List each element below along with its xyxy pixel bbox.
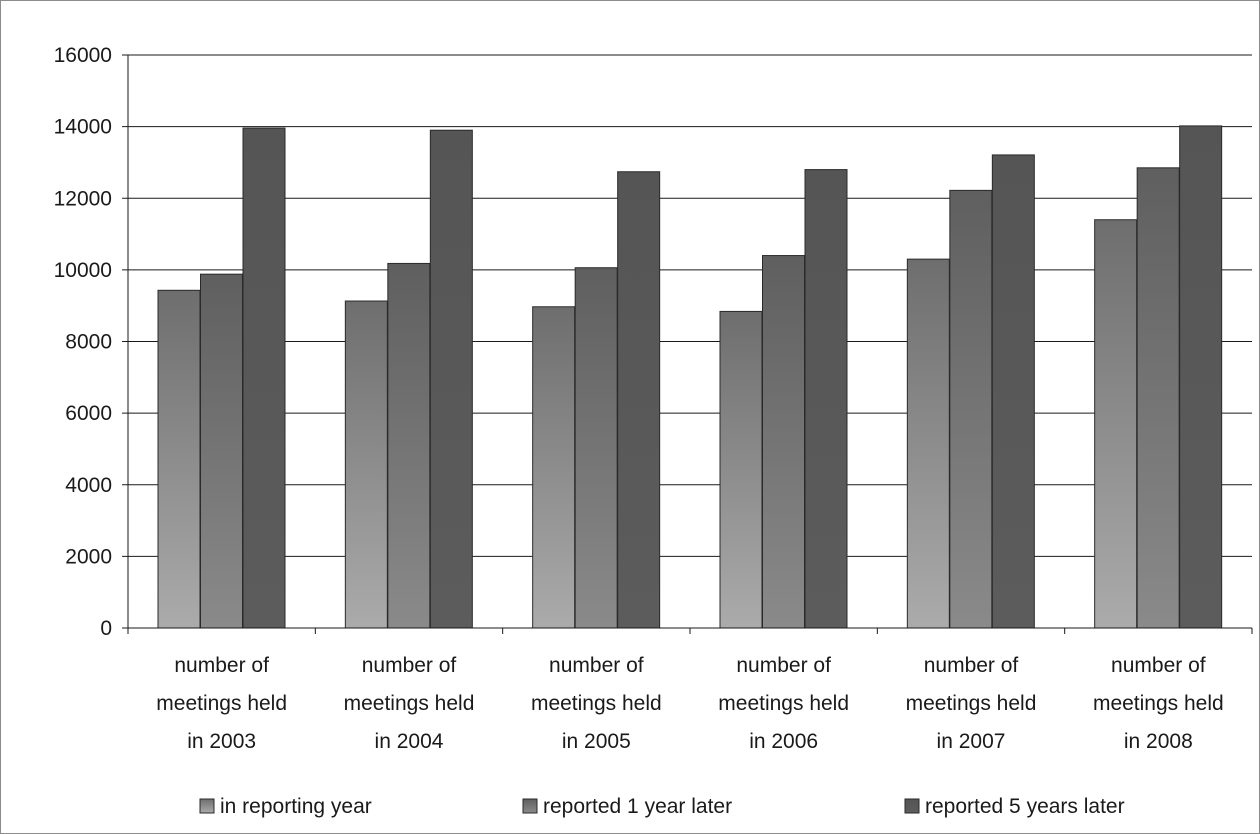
bar-reported-5-years-later-5 xyxy=(1179,125,1223,629)
y-tick-label: 16000 xyxy=(54,44,112,67)
legend-label: in reporting year xyxy=(220,795,372,818)
y-tick-label: 2000 xyxy=(65,545,112,568)
legend-swatch xyxy=(199,798,215,814)
y-tick-labels: 0 2000 4000 6000 8000 10000 12000 14000 16000 xyxy=(54,44,112,640)
bar-reported-1-year-later-2 xyxy=(574,267,618,629)
axes xyxy=(122,54,1253,634)
y-tick-label: 10000 xyxy=(54,259,112,282)
bar-reported-5-years-later-3 xyxy=(804,169,848,629)
x-category-label: in 2005 xyxy=(562,730,631,753)
x-category-label: meetings held xyxy=(718,692,849,715)
x-category-label: number of xyxy=(549,654,644,677)
bar-in-reporting-year-3 xyxy=(719,310,763,629)
x-category-label: meetings held xyxy=(531,692,662,715)
x-category-label: number of xyxy=(924,654,1019,677)
bar-reported-1-year-later-5 xyxy=(1136,167,1180,629)
legend-label: reported 1 year later xyxy=(543,795,732,818)
y-tick-label: 8000 xyxy=(65,331,112,354)
x-category-label: in 2008 xyxy=(1124,730,1193,753)
x-category-label: number of xyxy=(736,654,831,677)
legend: in reporting year reported 1 year later re… xyxy=(199,795,1125,818)
bar-reported-1-year-later-4 xyxy=(949,189,993,629)
x-category-label: in 2004 xyxy=(375,730,444,753)
gridlines xyxy=(128,54,1252,557)
bars xyxy=(157,125,1223,629)
y-tick-label: 4000 xyxy=(65,474,112,497)
y-tick-label: 6000 xyxy=(65,402,112,425)
x-category-label: meetings held xyxy=(344,692,475,715)
bar-reported-1-year-later-3 xyxy=(762,255,805,629)
y-tick-label: 12000 xyxy=(54,187,112,210)
x-category-label: in 2007 xyxy=(937,730,1006,753)
bar-reported-1-year-later-0 xyxy=(200,273,243,629)
x-category-label: in 2006 xyxy=(749,730,818,753)
x-category-label: meetings held xyxy=(906,692,1037,715)
bar-in-reporting-year-2 xyxy=(532,306,576,629)
legend-swatch xyxy=(522,798,538,814)
bar-reported-5-years-later-2 xyxy=(617,171,661,629)
bar-in-reporting-year-5 xyxy=(1094,219,1138,629)
x-category-label: number of xyxy=(1111,654,1206,677)
x-category-label: number of xyxy=(362,654,457,677)
x-category-labels: number of meetings held in 2003 number of me… xyxy=(156,654,1223,753)
legend-label: reported 5 years later xyxy=(925,795,1125,818)
x-category-label: in 2003 xyxy=(187,730,256,753)
y-tick-label: 14000 xyxy=(54,116,112,139)
bar-reported-1-year-later-1 xyxy=(387,262,431,629)
bar-in-reporting-year-4 xyxy=(906,258,950,629)
bar-reported-5-years-later-0 xyxy=(242,127,286,629)
bar-in-reporting-year-1 xyxy=(344,300,388,629)
x-category-label: meetings held xyxy=(1093,692,1224,715)
x-category-label: meetings held xyxy=(156,692,287,715)
y-tick-label: 0 xyxy=(100,617,112,640)
bar-reported-5-years-later-1 xyxy=(429,129,473,629)
legend-swatch xyxy=(904,798,920,814)
bar-in-reporting-year-0 xyxy=(157,289,201,629)
x-category-label: number of xyxy=(174,654,269,677)
bar-reported-5-years-later-4 xyxy=(991,154,1035,629)
